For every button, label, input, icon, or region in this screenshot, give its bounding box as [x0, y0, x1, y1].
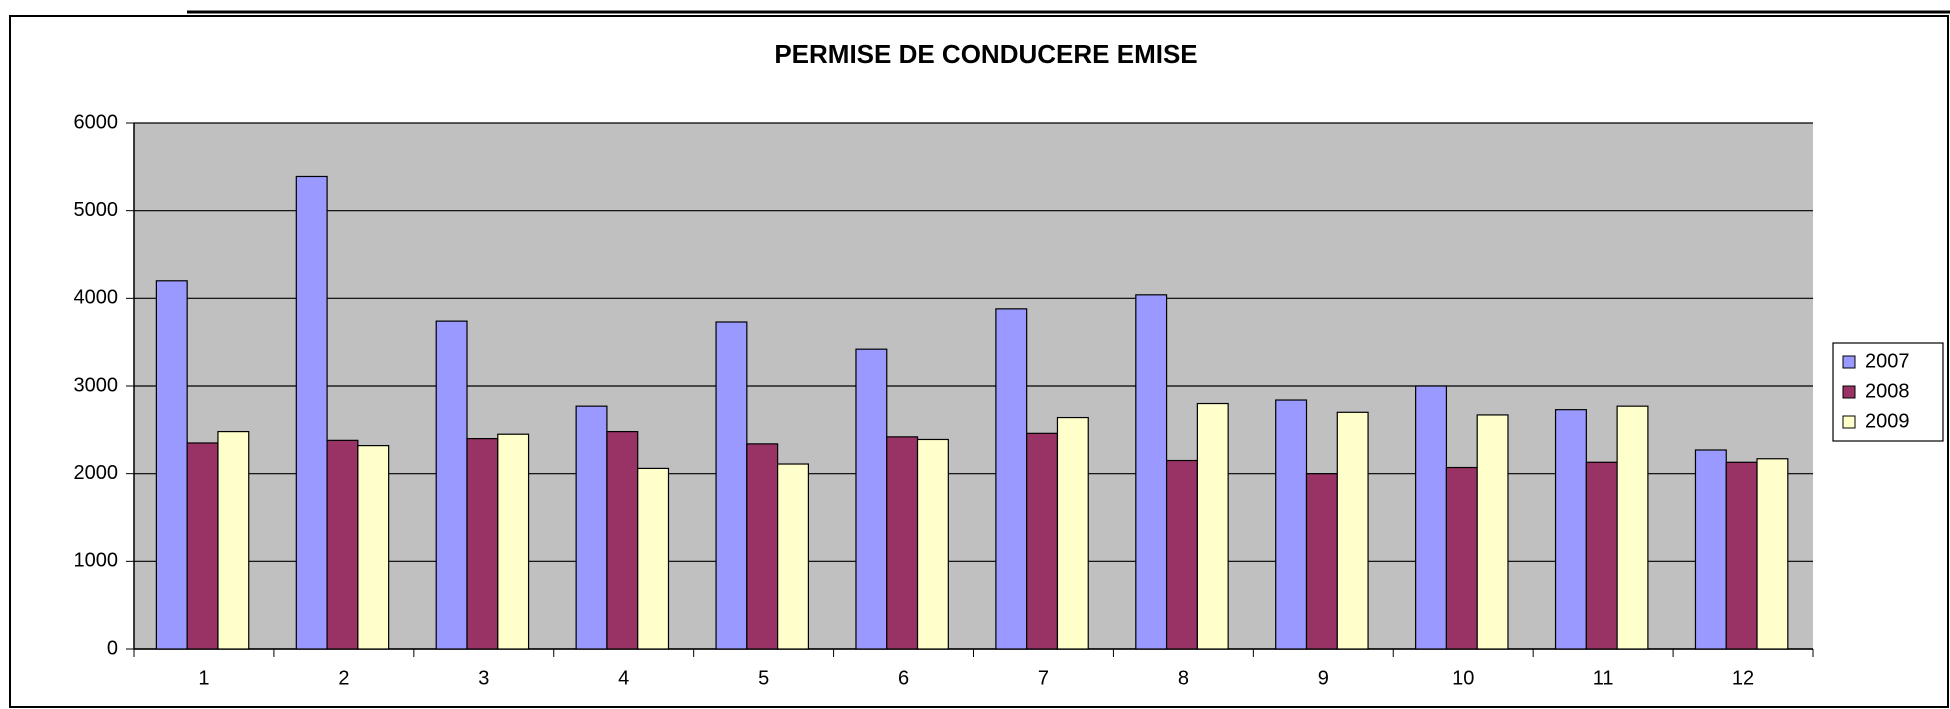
bar [995, 308, 1028, 650]
bar [606, 430, 639, 650]
y-tick-label: 5000 [74, 199, 119, 221]
legend-label: 2008 [1865, 380, 1910, 402]
legend-swatch [1842, 355, 1856, 369]
bar [1056, 416, 1089, 650]
bar [1415, 385, 1448, 650]
x-tick-label: 12 [1732, 667, 1754, 689]
bar [1196, 402, 1229, 650]
x-tick-label: 1 [198, 667, 209, 689]
bar [466, 438, 499, 650]
bar [1616, 405, 1649, 650]
legend-swatch [1842, 415, 1856, 429]
legend-label: 2009 [1865, 410, 1910, 432]
chart-title: PERMISE DE CONDUCERE EMISE [774, 39, 1197, 69]
x-tick-label: 2 [338, 667, 349, 689]
bar [497, 433, 530, 650]
x-tick-label: 10 [1452, 667, 1474, 689]
bar [1725, 461, 1758, 650]
bar [715, 321, 748, 650]
bar [1135, 294, 1168, 650]
x-tick-label: 9 [1318, 667, 1329, 689]
x-tick-label: 5 [758, 667, 769, 689]
y-tick-label: 2000 [74, 462, 119, 484]
bar [1585, 461, 1618, 650]
bar [777, 463, 809, 650]
bar [1554, 409, 1587, 650]
bar [186, 442, 219, 650]
y-tick-label: 1000 [74, 550, 119, 572]
bar [435, 320, 468, 650]
bar [1336, 411, 1369, 650]
y-tick-label: 3000 [74, 374, 119, 396]
bar [1476, 414, 1509, 650]
x-tick-label: 6 [898, 667, 909, 689]
bar [916, 438, 949, 650]
bar [357, 445, 390, 650]
bar [746, 443, 779, 650]
x-tick-label: 4 [618, 667, 629, 689]
y-tick-label: 6000 [74, 111, 119, 133]
bar [217, 430, 250, 650]
x-tick-label: 8 [1178, 667, 1189, 689]
legend-label: 2007 [1865, 350, 1910, 372]
bar [1165, 459, 1198, 650]
x-tick-label: 7 [1038, 667, 1049, 689]
bar [1445, 466, 1478, 650]
bar [326, 439, 359, 650]
y-tick-label: 0 [107, 637, 118, 659]
bar [155, 280, 188, 650]
bar [295, 175, 328, 650]
bar [855, 348, 888, 650]
bar [886, 436, 919, 650]
bar [1275, 399, 1308, 650]
legend-swatch [1842, 385, 1856, 399]
bar [637, 467, 670, 650]
bar [1305, 473, 1338, 650]
bar [1756, 458, 1789, 650]
bar [575, 405, 608, 650]
x-tick-label: 11 [1593, 667, 1614, 689]
y-tick-label: 4000 [74, 287, 119, 309]
bar [1026, 432, 1059, 650]
bar [1694, 449, 1727, 650]
x-tick-label: 3 [478, 667, 489, 689]
